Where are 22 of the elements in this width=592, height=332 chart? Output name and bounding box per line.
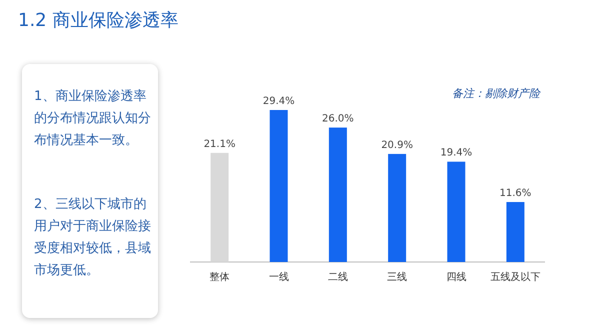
data-label: 11.6% bbox=[500, 188, 532, 200]
x-tick-label: 三线 bbox=[387, 271, 408, 283]
bar bbox=[447, 162, 466, 262]
bar bbox=[388, 154, 406, 262]
data-label: 20.9% bbox=[381, 140, 413, 151]
chart-title: 1.2 商业保险渗透率 bbox=[18, 9, 178, 32]
x-tick-label: 整体 bbox=[210, 271, 230, 283]
data-label: 21.1% bbox=[204, 138, 236, 150]
bar bbox=[270, 110, 288, 262]
bar bbox=[506, 202, 524, 262]
x-tick-label: 二线 bbox=[328, 271, 348, 283]
x-tick-label: 五线及以下 bbox=[490, 271, 540, 283]
text: 备注：剔除财产险 bbox=[452, 87, 541, 100]
data-label: 26.0% bbox=[322, 114, 354, 125]
bar bbox=[328, 128, 347, 262]
x-tick-label: 一线 bbox=[268, 271, 289, 283]
text: 2、三线以下城市的用户对于商业保险接受度相对较低，县域市场更低。 bbox=[34, 196, 152, 280]
text: 1、商业保险渗透率的分布情况跟认知分布情况基本一致。 bbox=[34, 88, 152, 150]
bar bbox=[210, 152, 229, 262]
data-label: 19.4% bbox=[440, 148, 472, 159]
x-tick-label: 四线 bbox=[446, 271, 466, 283]
data-label: 29.4% bbox=[262, 96, 295, 107]
